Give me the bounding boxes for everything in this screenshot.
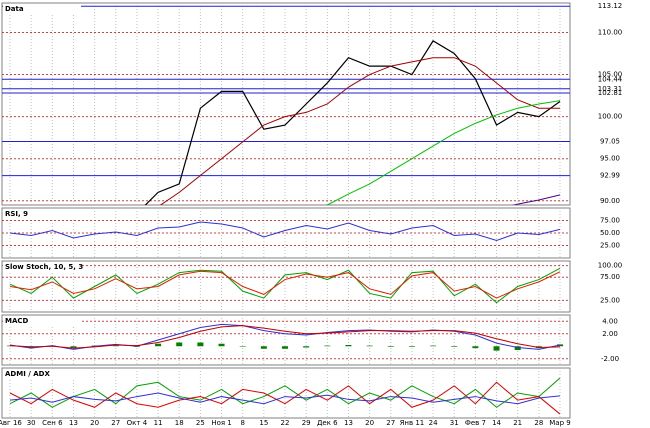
title-bg (3, 4, 81, 13)
x-tick-label: 22 (281, 419, 290, 427)
histogram-bar (176, 342, 183, 347)
y-tick-label: 95.00 (600, 155, 620, 163)
x-tick-label: 11 (154, 419, 163, 427)
histogram-bar (197, 342, 204, 347)
level-label: 103.31 (598, 85, 623, 93)
x-tick-label: 31 (450, 419, 459, 427)
x-tick-label: 20 (365, 419, 374, 427)
y-tick-label: 75.00 (600, 217, 620, 225)
panel (2, 3, 570, 205)
series-line (9, 270, 561, 299)
x-tick-label: 27 (111, 419, 120, 427)
title-bg (3, 262, 81, 271)
panel-frame (1, 314, 571, 366)
histogram-bar (282, 346, 288, 349)
histogram-bar (112, 345, 119, 347)
histogram-bar (408, 346, 415, 347)
x-tick-label: 29 (302, 419, 311, 427)
x-tick-label: Дек 6 (317, 419, 338, 427)
level-label: 104.44 (598, 75, 623, 83)
y-tick-label: 110.00 (598, 28, 623, 36)
series-line (9, 323, 561, 350)
x-tick-label: 13 (344, 419, 353, 427)
histogram-bar (472, 346, 479, 349)
y-tick-label: 25.00 (600, 296, 620, 304)
x-tick-label: Янв 11 (400, 419, 425, 427)
histogram-bar (239, 346, 246, 347)
series-line (159, 57, 560, 205)
x-tick-label: 13 (69, 419, 78, 427)
x-tick-label: 24 (429, 419, 438, 427)
y-tick-label: 75.00 (600, 273, 620, 281)
histogram-bar (366, 345, 373, 347)
y-tick-label: 90.00 (600, 197, 620, 205)
x-tick-label: 8 (240, 419, 244, 427)
panel-title: Data (5, 5, 24, 13)
y-tick-label: 100.00 (598, 113, 623, 121)
x-tick-label: 28 (534, 419, 543, 427)
series-line (9, 325, 561, 349)
x-tick-label: 30 (27, 419, 36, 427)
histogram-bar (218, 343, 225, 347)
panel-title: MACD (5, 317, 29, 325)
panel-frame (1, 260, 571, 313)
panel (2, 208, 570, 258)
series-line (9, 377, 561, 408)
panel-title: ADMI / ADX (5, 370, 50, 378)
histogram-bar (514, 346, 521, 350)
title-bg (3, 316, 81, 325)
histogram-bar (430, 345, 437, 347)
y-tick-label: 25.00 (600, 242, 620, 250)
level-label: 92.99 (600, 172, 620, 180)
histogram-bar (70, 346, 77, 348)
x-tick-label: Сен 6 (42, 419, 63, 427)
x-tick-label: Авг 16 (0, 419, 22, 427)
x-tick-label: Ноя 1 (211, 419, 231, 427)
level-label: 97.05 (600, 137, 620, 145)
histogram-bar (303, 346, 310, 348)
panel-frame (1, 367, 571, 419)
series-line (9, 392, 561, 405)
panel-title: Slow Stoch, 10, 5, 3 (5, 263, 83, 271)
panel-title: RSI, 9 (5, 210, 28, 218)
histogram-bar (451, 346, 458, 347)
series-line (9, 221, 561, 242)
level-label: 113.12 (598, 2, 623, 10)
histogram-bar (345, 345, 352, 347)
series-line (144, 40, 561, 205)
x-tick-label: 14 (492, 419, 501, 427)
y-tick-label: 100.00 (598, 262, 623, 270)
panel (9, 368, 561, 418)
x-tick-label: Фев 7 (465, 419, 486, 427)
x-tick-label: Окт 4 (127, 419, 148, 427)
title-bg (3, 209, 81, 218)
series-line (512, 194, 561, 205)
y-tick-label: 105.00 (598, 71, 623, 79)
x-tick-label: Мар 9 (549, 419, 570, 427)
title-bg (3, 369, 81, 378)
y-tick-label: 4.00 (602, 317, 618, 325)
x-tick-label: 15 (259, 419, 268, 427)
level-label: 102.81 (598, 89, 623, 97)
series-line (325, 100, 561, 205)
x-tick-label: 20 (90, 419, 99, 427)
panel (2, 315, 570, 365)
histogram-bar (324, 345, 331, 347)
histogram-bar (493, 346, 500, 351)
panel-frame (1, 2, 571, 206)
histogram-bar (387, 346, 394, 347)
x-tick-label: 25 (196, 419, 205, 427)
histogram-bar (260, 346, 267, 349)
x-tick-label: 27 (386, 419, 395, 427)
x-tick-label: 21 (513, 419, 522, 427)
histogram-bar (155, 343, 162, 347)
panel (2, 261, 570, 312)
y-tick-label: 2.00 (602, 330, 618, 338)
y-tick-label: -2.00 (601, 355, 619, 363)
y-tick-label: 50.00 (600, 229, 620, 237)
x-tick-label: 18 (175, 419, 184, 427)
